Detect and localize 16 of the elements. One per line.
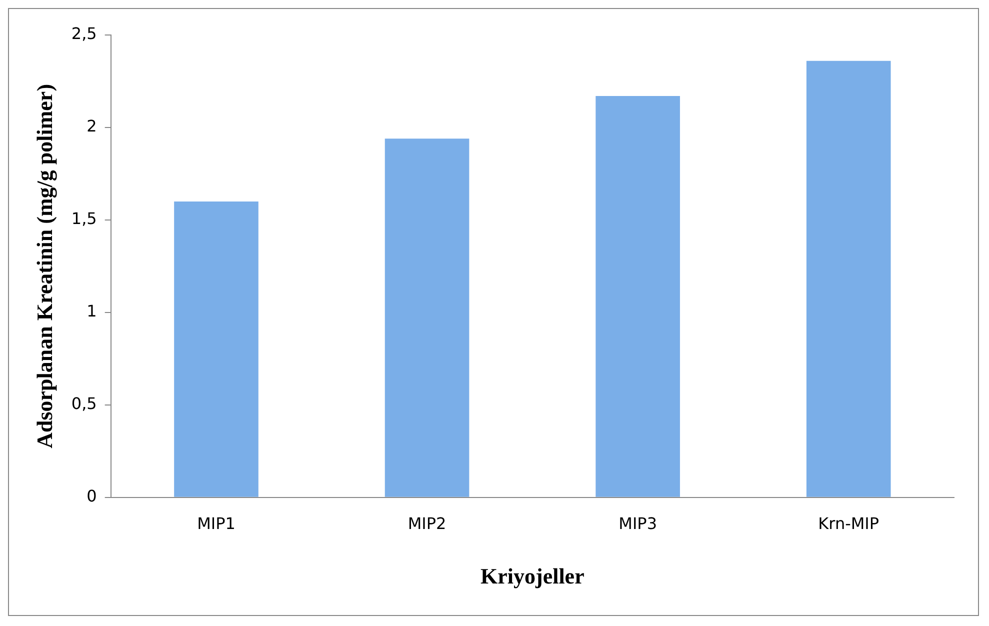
bar [596, 96, 680, 497]
x-tick-label: Krn-MIP [818, 514, 880, 534]
x-axis-title: Kriyojeller [480, 563, 585, 588]
bar [806, 60, 891, 497]
x-tick-label: MIP3 [618, 514, 657, 534]
x-tick-label: MIP1 [197, 514, 236, 534]
y-tick-label: 1,5 [71, 209, 97, 228]
y-tick-label: 0 [86, 486, 97, 506]
x-tick-label: MIP2 [408, 514, 446, 534]
bar [384, 138, 470, 497]
bar [174, 201, 258, 497]
y-axis-title: Adsorplanan Kreatinin (mg/g polimer) [32, 84, 57, 448]
y-tick-label: 1 [86, 302, 97, 321]
y-tick-label: 0,5 [71, 394, 97, 414]
y-tick-label: 2,5 [71, 24, 97, 44]
y-tick-label: 2 [86, 116, 97, 136]
